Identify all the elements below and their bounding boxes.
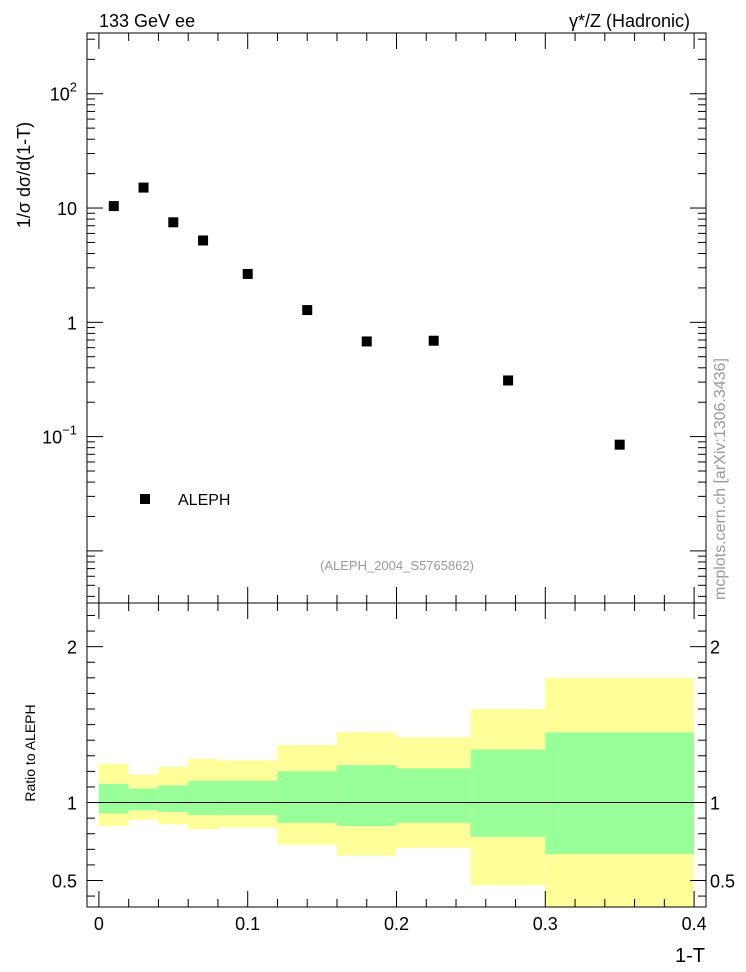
ratio-axis-ticks xyxy=(87,603,706,907)
x-tick-label: 0.2 xyxy=(384,914,409,934)
ratio-y-tick-label-right: 1 xyxy=(710,794,720,814)
ratio-y-tick-label: 0.5 xyxy=(52,871,77,891)
analysis-label: (ALEPH_2004_S5765862) xyxy=(320,558,474,573)
ratio-y-tick-label: 2 xyxy=(67,638,77,658)
data-point xyxy=(138,182,149,193)
ratio-plot-frame xyxy=(86,602,707,908)
ratio-y-tick-label: 1 xyxy=(67,794,77,814)
legend: ALEPH xyxy=(140,492,230,509)
main-plot-frame xyxy=(86,32,707,604)
x-tick-label: 0.3 xyxy=(533,914,558,934)
ratio-y-tick-label-right: 0.5 xyxy=(710,871,735,891)
x-tick-label: 0.1 xyxy=(235,914,260,934)
main-y-axis-label: 1/σ dσ/d(1-T) xyxy=(14,122,34,228)
ratio-y-axis-label: Ratio to ALEPH xyxy=(22,704,38,801)
main-y-tick-labels: 10−1 1 10 102 xyxy=(42,80,77,448)
data-points xyxy=(108,182,625,450)
inner-band xyxy=(336,765,397,826)
main-axis-ticks xyxy=(87,33,706,603)
inner-band xyxy=(188,780,218,816)
data-point xyxy=(428,335,439,346)
data-point xyxy=(302,305,313,316)
data-point xyxy=(361,336,372,347)
ratio-uncertainty-bands xyxy=(98,677,695,907)
data-point xyxy=(614,439,625,450)
inner-band xyxy=(277,771,337,823)
data-point xyxy=(198,235,209,246)
side-credit-label: mcplots.cern.ch [arXiv:1306.3436] xyxy=(712,358,729,600)
data-point xyxy=(503,375,514,386)
legend-label: ALEPH xyxy=(178,492,230,509)
y-tick-label: 10−1 xyxy=(42,423,77,448)
header-energy-label: 133 GeV ee xyxy=(99,11,195,31)
inner-band xyxy=(128,788,159,811)
y-tick-label: 102 xyxy=(50,80,77,105)
inner-band xyxy=(470,749,546,837)
y-tick-label: 1 xyxy=(67,313,77,333)
inner-band xyxy=(217,780,278,816)
x-tick-labels: 0 0.1 0.2 0.3 0.4 xyxy=(94,914,707,934)
ratio-y-tick-labels: 0.5 0.5 1 1 2 2 xyxy=(52,638,735,892)
inner-band xyxy=(545,732,695,854)
data-point xyxy=(242,268,253,279)
x-tick-label: 0 xyxy=(94,914,104,934)
header-process-label: γ*/Z (Hadronic) xyxy=(569,11,690,31)
legend-marker xyxy=(140,494,150,504)
inner-band xyxy=(98,783,129,814)
ratio-y-tick-label-right: 2 xyxy=(710,638,720,658)
x-axis-label: 1-T xyxy=(675,945,705,967)
x-tick-label: 0.4 xyxy=(682,914,707,934)
inner-band xyxy=(396,768,471,823)
data-point xyxy=(108,201,119,212)
inner-band xyxy=(158,785,189,812)
data-point xyxy=(168,217,179,228)
y-tick-label: 10 xyxy=(57,199,77,219)
